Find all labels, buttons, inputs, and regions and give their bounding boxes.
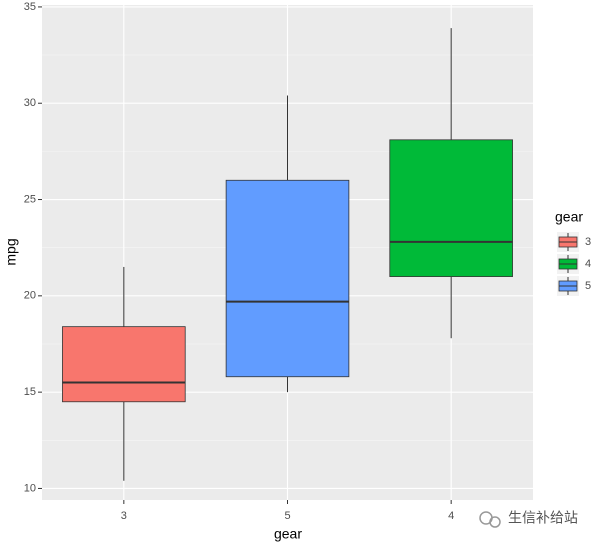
watermark: 生信补给站: [508, 510, 578, 526]
legend-label: 3: [585, 236, 591, 248]
watermark-icon: [479, 511, 501, 528]
x-axis-title: gear: [274, 526, 302, 542]
box: [62, 326, 186, 403]
marks: [62, 28, 513, 481]
box: [225, 179, 350, 378]
y-tick-label: 35: [24, 1, 36, 13]
box: [389, 139, 513, 277]
legend-label: 5: [585, 280, 591, 292]
y-tick-label: 15: [24, 386, 36, 398]
legend-title: gear: [555, 209, 583, 225]
y-tick-label: 30: [24, 97, 36, 109]
y-tick-label: 25: [24, 193, 36, 205]
x-tick-label: 5: [284, 510, 290, 522]
y-tick-label: 20: [24, 290, 36, 302]
legend-label: 4: [585, 258, 591, 270]
y-axis-title: mpg: [3, 238, 19, 265]
x-tick-label: 3: [121, 510, 127, 522]
y-tick-label: 10: [24, 482, 36, 494]
x-tick-label: 4: [448, 510, 454, 522]
